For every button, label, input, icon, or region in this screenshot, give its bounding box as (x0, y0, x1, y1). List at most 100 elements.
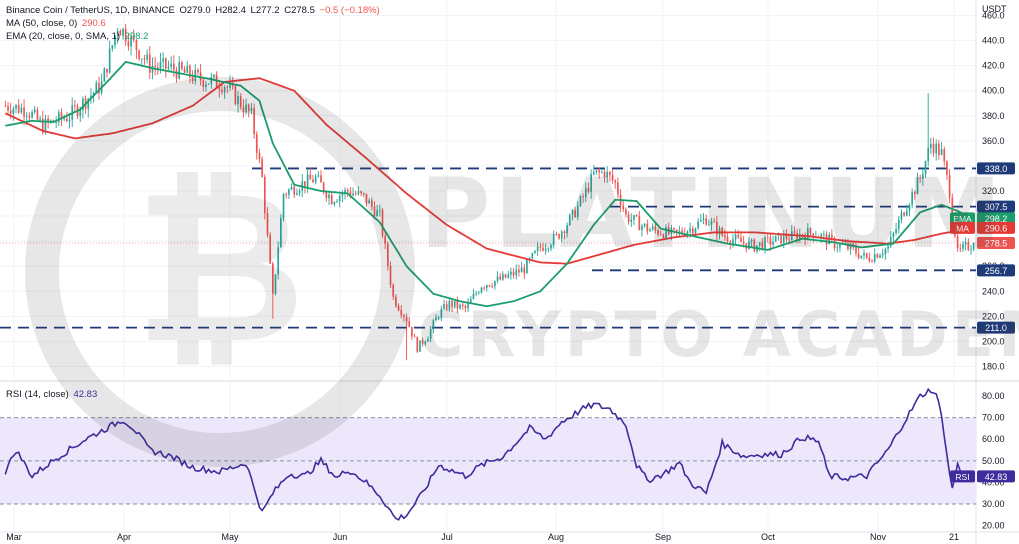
badge-bg (977, 321, 1015, 334)
candle-body (550, 245, 552, 249)
candle-body (397, 305, 400, 311)
badge-value: 256.7 (985, 266, 1008, 276)
candle-body (863, 253, 865, 256)
candle-body (111, 45, 114, 49)
ohlc-close: C278.5 (284, 5, 315, 16)
candle-body (916, 177, 919, 195)
candle-body (614, 180, 617, 183)
candle-body (849, 243, 852, 250)
candle-body (253, 108, 255, 135)
candle-body (298, 190, 301, 194)
candle-body (702, 218, 705, 221)
candle-body (352, 193, 354, 196)
candle-body (483, 287, 485, 289)
rsi-tick-label: 40.00 (982, 477, 1005, 487)
candle-body (547, 248, 550, 250)
candle-body (381, 209, 384, 236)
candle-body (178, 62, 181, 79)
candle-body (124, 28, 127, 42)
candle-body (555, 234, 558, 235)
candle-body (330, 194, 333, 205)
badge-value: 307.5 (985, 202, 1008, 212)
candle-body (967, 242, 970, 250)
candle-body (643, 223, 646, 226)
candle-body (542, 247, 544, 251)
candle-body (857, 253, 860, 259)
badge-label-bg (950, 470, 975, 483)
candle-body (574, 209, 576, 218)
ma-legend[interactable]: MA (50, close, 0) 290.6 (6, 18, 106, 29)
candle-body (20, 107, 23, 113)
x-tick-label: Nov (870, 532, 887, 542)
candle-body (651, 226, 654, 230)
candle-body (946, 161, 948, 175)
candle-body (716, 221, 718, 235)
candle-body (23, 107, 25, 117)
candle-body (689, 228, 691, 232)
candle-body (879, 255, 881, 258)
candle-body (58, 112, 60, 123)
rsi-tick-label: 70.00 (982, 413, 1005, 423)
candle-body (205, 84, 207, 87)
y-tick-label: 400.0 (982, 86, 1005, 96)
candle-body (678, 230, 681, 232)
candle-body (694, 228, 697, 234)
candle-body (889, 237, 892, 247)
candle-body (448, 300, 451, 310)
ema-legend[interactable]: EMA (20, close, 0, SMA, 1) 298.2 (6, 31, 148, 42)
candle-body (617, 182, 619, 195)
candle-body (33, 109, 36, 113)
candle-body (181, 62, 183, 69)
candle-body (132, 35, 135, 40)
candle-body (207, 83, 210, 85)
candle-body (116, 30, 119, 36)
candle-body (103, 68, 106, 82)
candle-body (296, 193, 298, 195)
candle-body (836, 247, 839, 249)
candle-body (788, 239, 790, 241)
candle-body (213, 74, 215, 78)
candle-body (376, 210, 378, 217)
candle-body (793, 231, 796, 233)
candle-body (234, 86, 237, 105)
candle-body (242, 107, 245, 113)
candle-body (798, 234, 801, 240)
candle-body (611, 175, 614, 181)
badge-bg (977, 200, 1015, 213)
candle-body (456, 300, 459, 309)
symbol-legend: Binance Coin / TetherUS, 1D, BINANCE O27… (6, 5, 380, 16)
candle-body (507, 274, 510, 278)
candle-body (531, 253, 534, 259)
y-tick-label: 420.0 (982, 61, 1005, 71)
candle-body (135, 39, 138, 51)
candle-body (231, 83, 234, 87)
candle-body (943, 149, 946, 162)
candle-body (221, 89, 223, 93)
symbol-title: Binance Coin / TetherUS, 1D, BINANCE (6, 5, 175, 16)
candle-body (162, 58, 164, 62)
candle-body (705, 218, 707, 225)
candle-body (820, 234, 823, 238)
candlesticks (4, 23, 975, 361)
rsi-tick-label: 20.00 (982, 521, 1005, 531)
candle-body (226, 87, 229, 89)
candle-body (189, 65, 191, 78)
candle-body (897, 219, 900, 229)
candle-body (277, 247, 280, 275)
y-tick-label: 460.0 (982, 11, 1005, 21)
candle-body (435, 317, 437, 321)
candle-body (199, 72, 202, 81)
candle-body (344, 189, 346, 195)
candle-body (812, 233, 814, 238)
candle-body (304, 181, 306, 188)
candle-body (421, 340, 424, 344)
candle-body (766, 237, 769, 239)
candle-body (510, 271, 512, 275)
candle-body (753, 239, 756, 252)
candle-body (451, 300, 453, 308)
rsi-legend[interactable]: RSI (14, close) 42.83 (6, 389, 97, 400)
candle-body (584, 187, 587, 198)
candle-body (411, 327, 413, 337)
candle-body (922, 174, 924, 179)
